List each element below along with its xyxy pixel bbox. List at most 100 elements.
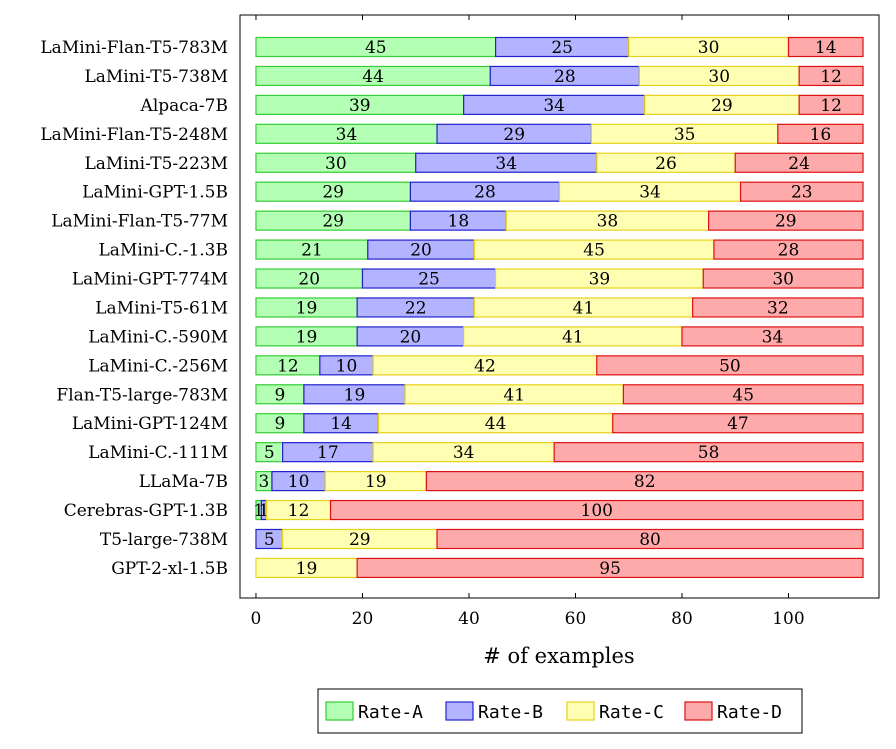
data-label: 25 [418, 270, 440, 290]
data-label: 24 [788, 154, 810, 174]
data-label: 45 [732, 385, 754, 405]
bar-rate-d-12 [622, 384, 864, 405]
data-label: 41 [562, 327, 584, 347]
data-label: 5 [264, 443, 275, 463]
x-tick-label: 20 [352, 609, 374, 629]
data-label: 14 [330, 414, 352, 434]
data-label: 10 [288, 472, 310, 492]
legend-label: Rate-C [599, 702, 664, 723]
data-label: 20 [410, 241, 432, 261]
data-label: 19 [296, 298, 318, 318]
data-label: 35 [674, 125, 696, 145]
data-label: 9 [275, 385, 286, 405]
data-label: 39 [349, 96, 371, 116]
y-tick-label: LLaMa-7B [139, 472, 228, 492]
data-label: 30 [772, 270, 794, 290]
data-label: 34 [495, 154, 517, 174]
y-tick-label: LaMini-GPT-774M [72, 270, 228, 290]
legend-label: Rate-D [717, 702, 782, 723]
data-label: 20 [400, 327, 422, 347]
data-label: 34 [543, 96, 565, 116]
legend-swatch-rate-b [445, 701, 474, 721]
data-label: 22 [405, 298, 427, 318]
data-label: 29 [711, 96, 733, 116]
data-label: 42 [474, 356, 496, 376]
legend-swatch-rate-c [566, 701, 595, 721]
bar-rate-d-17 [436, 528, 864, 550]
bar-rate-d-2 [798, 94, 864, 115]
x-axis: 0 20 40 60 80 100 [251, 15, 805, 629]
data-label: 30 [698, 38, 720, 58]
bar-rate-d-15 [425, 471, 864, 492]
data-label: 12 [820, 96, 842, 116]
data-label: 28 [474, 183, 496, 203]
data-label: 28 [778, 241, 800, 261]
bar-rate-d-7 [713, 239, 864, 260]
bar-rate-d-5 [739, 181, 864, 202]
bar-rate-d-10 [681, 326, 864, 347]
data-label: 1 [259, 501, 270, 521]
data-label: 18 [448, 212, 470, 232]
x-tick-label: 80 [671, 609, 693, 629]
x-tick-label: 100 [772, 609, 804, 629]
data-label: 58 [698, 443, 720, 463]
data-label: 19 [296, 559, 318, 579]
x-tick-label: 40 [458, 609, 480, 629]
y-tick-label: Flan-T5-large-783M [56, 385, 228, 405]
y-tick-label: LaMini-T5-61M [95, 298, 228, 318]
bar-rate-d-14 [553, 442, 864, 463]
x-axis-label: # of examples [483, 644, 634, 668]
data-label: 29 [775, 212, 797, 232]
data-label: 82 [634, 472, 656, 492]
data-label: 19 [365, 472, 387, 492]
y-tick-label: LaMini-T5-738M [84, 67, 228, 87]
data-label: 34 [336, 125, 358, 145]
data-label: 41 [503, 385, 525, 405]
plot-frame [239, 14, 880, 599]
data-label: 38 [597, 212, 619, 232]
y-axis-labels: LaMini-Flan-T5-783M LaMini-T5-738M Alpaca-… [40, 38, 228, 579]
data-label: 1 [253, 501, 264, 521]
data-label: 34 [453, 443, 475, 463]
bar-rate-d-0 [787, 36, 864, 58]
data-label: 45 [583, 241, 605, 261]
data-label: 47 [727, 414, 749, 434]
data-label: 12 [288, 501, 310, 521]
bar-rate-d-11 [596, 355, 864, 376]
data-label: 19 [344, 385, 366, 405]
data-label: 3 [259, 472, 270, 492]
y-tick-label: LaMini-C.-590M [88, 327, 228, 347]
bar-rate-d-3 [777, 123, 864, 144]
y-tick-label: LaMini-C.-256M [88, 356, 228, 376]
y-tick-label: LaMini-Flan-T5-77M [51, 212, 228, 232]
data-label: 100 [581, 501, 613, 521]
y-tick-label: LaMini-Flan-T5-248M [40, 125, 228, 145]
bar-rate-d-13 [612, 413, 864, 434]
data-label: 45 [365, 38, 387, 58]
data-label: 12 [820, 67, 842, 87]
y-tick-label: Cerebras-GPT-1.3B [64, 501, 228, 521]
data-label: 21 [301, 241, 323, 261]
legend-label: Rate-A [358, 702, 423, 723]
data-label: 23 [791, 183, 813, 203]
bar-rate-d-4 [734, 152, 864, 173]
data-label: 19 [296, 327, 318, 347]
data-label: 14 [815, 38, 837, 58]
data-label: 28 [554, 67, 576, 87]
y-tick-label: Alpaca-7B [140, 96, 228, 116]
legend-label: Rate-B [478, 702, 543, 723]
y-tick-label: LaMini-GPT-124M [72, 414, 228, 434]
y-tick-label: LaMini-T5-223M [84, 154, 228, 174]
data-label: 30 [325, 154, 347, 174]
y-tick-label: LaMini-GPT-1.5B [82, 183, 228, 203]
bar-rate-d-1 [798, 65, 864, 87]
data-label: 44 [485, 414, 507, 434]
legend-swatch-rate-a [325, 701, 354, 721]
data-label: 95 [599, 559, 621, 579]
data-label: 34 [639, 183, 661, 203]
data-label: 26 [655, 154, 677, 174]
data-label: 34 [762, 327, 784, 347]
y-tick-label: LaMini-C.-111M [88, 443, 228, 463]
